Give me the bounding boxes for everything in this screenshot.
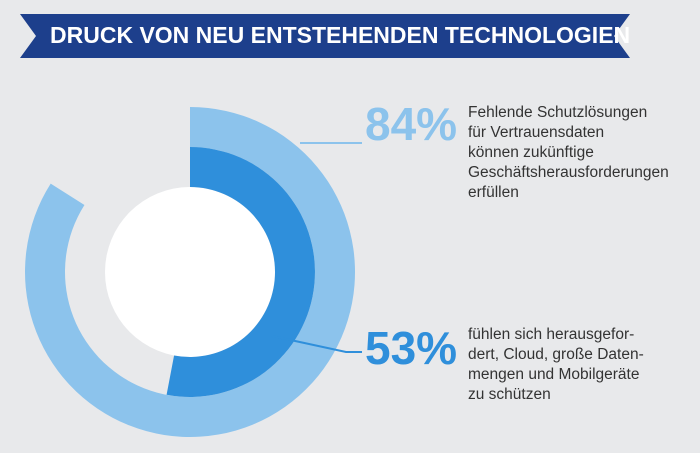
- connector: [271, 335, 362, 353]
- description-line: für Vertrauensdaten: [468, 124, 604, 141]
- ring-arc: [166, 147, 315, 397]
- title-banner: [20, 14, 630, 58]
- description-line: dert, Cloud, große Daten-: [468, 346, 644, 363]
- description-line: mengen und Mobilgeräte: [468, 366, 639, 383]
- description-line: Geschäftsherausforderungen: [468, 164, 669, 181]
- percent-label: 84%: [365, 98, 457, 150]
- center-hole: [105, 187, 275, 357]
- chart-title: DRUCK VON NEU ENTSTEHENDEN TECHNOLOGIEN: [50, 22, 630, 48]
- description-line: Fehlende Schutzlösungen: [468, 104, 647, 121]
- description-line: fühlen sich herausgefor-: [468, 326, 634, 343]
- description-line: zu schützen: [468, 386, 551, 403]
- description-line: können zukünftige: [468, 144, 594, 161]
- description-line: erfüllen: [468, 184, 519, 201]
- percent-label: 53%: [365, 322, 457, 374]
